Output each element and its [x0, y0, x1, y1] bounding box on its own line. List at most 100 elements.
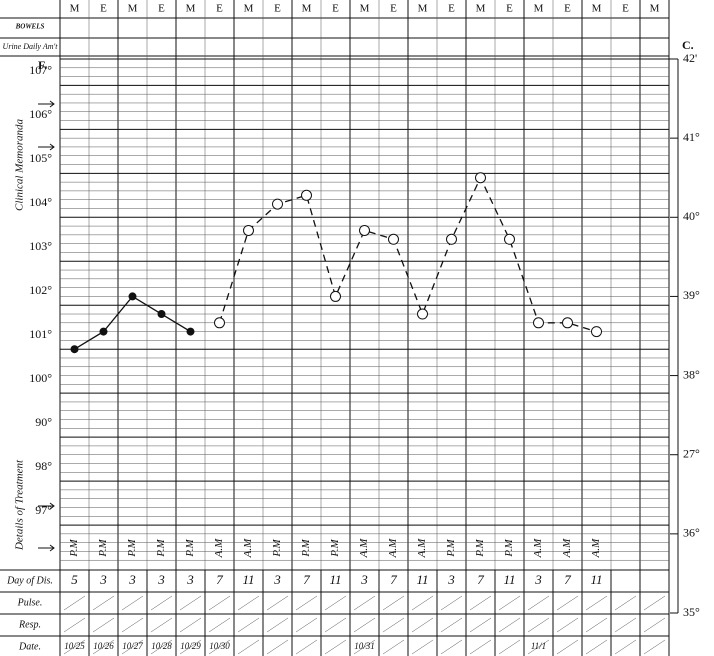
column-label: M [128, 3, 138, 15]
cell-slash [237, 595, 260, 611]
hour-label: 3 [128, 572, 136, 587]
data-point [330, 290, 341, 302]
data-point [157, 310, 166, 319]
cell-slash [498, 595, 521, 611]
meridiem-label: P.M [445, 539, 457, 558]
cell-slash [353, 639, 376, 655]
y-tick-label: 105° [29, 151, 52, 165]
y2-tick-label: 39° [683, 288, 700, 302]
hour-label: 3 [273, 572, 281, 587]
cell-slash [527, 639, 550, 655]
y2-tick-label: 27° [683, 446, 700, 460]
cell-slash [411, 617, 434, 633]
cell-slash [121, 639, 144, 655]
cell-slash [208, 617, 231, 633]
cell-slash [179, 595, 202, 611]
column-label: M [302, 3, 312, 15]
data-point [70, 345, 79, 354]
hour-label: 3 [99, 572, 107, 587]
bowels-label: BOWELS [15, 23, 45, 31]
date-label: 10/28 [151, 641, 172, 651]
y-tick-label: 100° [29, 371, 52, 385]
meridiem-label: P.M [474, 539, 486, 558]
y-tick-label: 103° [29, 239, 52, 253]
column-label: M [244, 3, 254, 15]
cell-slash [237, 639, 260, 655]
date-label: 10/26 [93, 641, 114, 651]
cell-slash [121, 595, 144, 611]
cell-slash [179, 617, 202, 633]
cell-slash [382, 617, 405, 633]
column-label: M [186, 3, 196, 15]
cell-slash [324, 617, 347, 633]
hour-label: 3 [447, 572, 455, 587]
meridiem-label: P.M [329, 539, 341, 558]
cell-slash [121, 617, 144, 633]
cell-slash [237, 617, 260, 633]
data-point [128, 292, 137, 301]
hour-label: 11 [329, 572, 341, 587]
cell-slash [411, 639, 434, 655]
meridiem-label: P.M [184, 539, 196, 558]
column-label: E [448, 3, 455, 15]
cell-slash [92, 595, 115, 611]
cell-slash [411, 595, 434, 611]
meridiem-label: P.M [97, 539, 109, 558]
cell-slash [179, 639, 202, 655]
y-tick-label: 90° [35, 415, 52, 429]
hour-label: 7 [303, 572, 310, 587]
cell-slash [643, 639, 666, 655]
column-label: M [418, 3, 428, 15]
data-point [301, 189, 312, 201]
hour-label: 3 [360, 572, 368, 587]
cell-slash [324, 639, 347, 655]
meridiem-label: A.M [561, 538, 573, 558]
cell-slash [208, 595, 231, 611]
column-label: E [216, 3, 223, 15]
y2-tick-label: 40° [683, 209, 700, 223]
data-point [359, 224, 370, 236]
hour-label: 7 [390, 572, 397, 587]
cell-slash [150, 639, 173, 655]
cell-slash [585, 639, 608, 655]
data-point [533, 317, 544, 329]
row-label: Date. [18, 641, 41, 652]
celsius-label: C. [682, 38, 694, 52]
hour-label: 11 [590, 572, 602, 587]
cell-slash [498, 639, 521, 655]
cell-slash [208, 639, 231, 655]
series-line [218, 176, 597, 333]
cell-slash [527, 617, 550, 633]
cell-slash [469, 639, 492, 655]
meridiem-label: P.M [126, 539, 138, 558]
cell-slash [614, 617, 637, 633]
hour-label: 11 [416, 572, 428, 587]
date-label: 11/1 [531, 641, 546, 651]
meridiem-label: A.M [590, 538, 602, 558]
y2-tick-label: 38° [683, 367, 700, 381]
cell-slash [63, 639, 86, 655]
y2-tick-label: 41° [683, 130, 700, 144]
data-point [475, 172, 486, 184]
data-point [591, 326, 602, 338]
cell-slash [556, 595, 579, 611]
hour-label: 7 [216, 572, 223, 587]
cell-slash [556, 617, 579, 633]
column-label: M [70, 3, 80, 15]
hour-label: 7 [564, 572, 571, 587]
cell-slash [353, 617, 376, 633]
y-tick-label: 104° [29, 195, 52, 209]
y-label-top: Clinical Memoranda [14, 119, 26, 211]
cell-slash [266, 617, 289, 633]
column-label: E [332, 3, 339, 15]
meridiem-label: A.M [242, 538, 254, 558]
column-label: M [650, 3, 660, 15]
cell-slash [92, 639, 115, 655]
meridiem-label: P.M [68, 539, 80, 558]
column-label: E [100, 3, 107, 15]
date-label: 10/29 [180, 641, 201, 651]
hour-label: 11 [242, 572, 254, 587]
y-tick-label: 101° [29, 327, 52, 341]
cell-slash [266, 595, 289, 611]
cell-slash [556, 639, 579, 655]
